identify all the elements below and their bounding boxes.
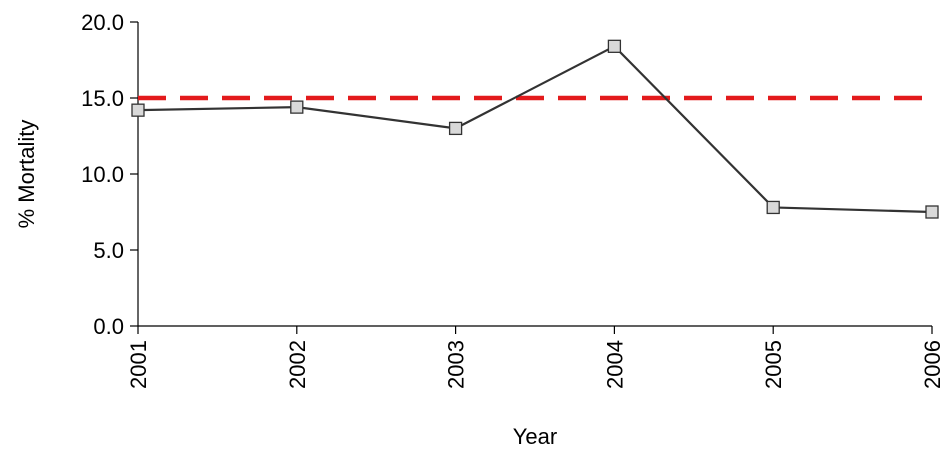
x-ticks: 2001 2002 2003 2004 2005 2006	[126, 326, 945, 389]
y-axis-title: % Mortality	[14, 120, 39, 229]
y-tick-label: 5.0	[93, 238, 124, 263]
x-tick-label: 2001	[126, 340, 151, 389]
data-point-marker	[290, 100, 304, 114]
y-ticks: 0.0 5.0 10.0 15.0 20.0	[81, 10, 138, 339]
data-point-marker	[448, 121, 463, 136]
y-tick-label: 0.0	[93, 314, 124, 339]
x-tick-label: 2006	[920, 340, 945, 389]
x-tick-label: 2005	[761, 340, 786, 389]
x-tick-label: 2004	[602, 340, 627, 389]
y-tick-label: 10.0	[81, 162, 124, 187]
data-point-marker	[925, 205, 939, 219]
data-point-marker	[766, 200, 780, 215]
series-line	[137, 44, 933, 214]
x-tick-label: 2003	[444, 340, 469, 389]
data-point-marker	[131, 103, 145, 117]
x-axis-title: Year	[513, 424, 557, 449]
x-tick-label: 2002	[285, 340, 310, 389]
y-tick-label: 20.0	[81, 10, 124, 35]
axes: 0.05.010.015.020.0 2001 2002 2003 2004 2005 2…	[81, 10, 945, 389]
data-point-marker	[607, 39, 622, 53]
series-layer	[131, 39, 939, 219]
y-tick-label: 15.0	[81, 86, 124, 111]
